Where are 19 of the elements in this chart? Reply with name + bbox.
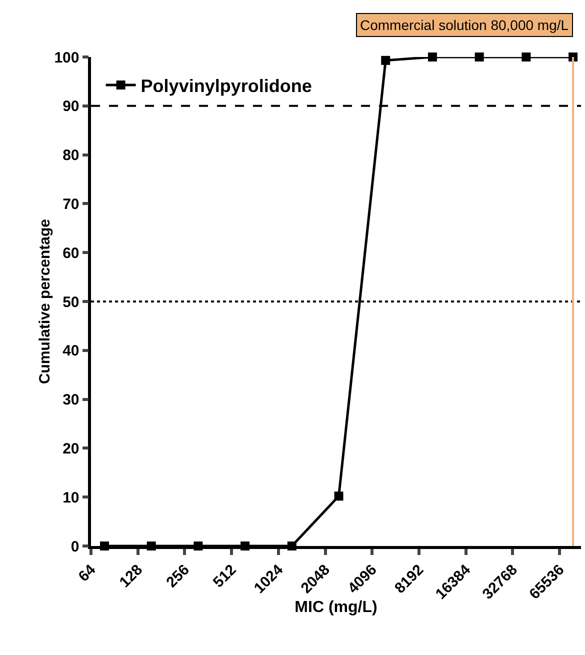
y-tick-label: 70 (62, 196, 80, 213)
y-tick-label: 10 (62, 489, 80, 506)
x-tick-label: 128 (116, 561, 146, 592)
y-tick-label: 80 (62, 147, 80, 164)
y-tick-label: 20 (62, 440, 80, 458)
legend-label: Polyvinylpyrolidone (140, 76, 312, 96)
y-tick-label: 60 (62, 244, 80, 262)
y-tick-label: 100 (54, 49, 80, 66)
x-tick-label: 512 (210, 561, 240, 592)
x-tick-label: 64 (75, 560, 100, 586)
x-axis-title: MIC (mg/L) (294, 598, 378, 616)
y-tick-label: 40 (62, 342, 80, 360)
y-tick-label: 90 (62, 98, 80, 116)
y-tick-label: 50 (62, 294, 80, 311)
y-tick-label: 30 (62, 392, 80, 409)
x-tick-label: 256 (163, 561, 193, 592)
y-tick-label: 0 (70, 538, 80, 556)
ref-line-label: Commercial solution 80,000 mg/L (360, 17, 569, 33)
y-axis-title: Cumulative percentage (36, 218, 54, 384)
